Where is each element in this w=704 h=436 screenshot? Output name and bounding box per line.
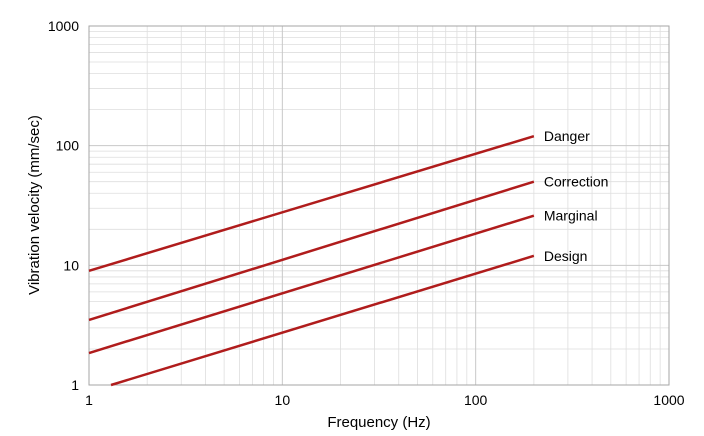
plot-area [88, 25, 670, 386]
series-label: Correction [544, 174, 609, 190]
x-tick-labels: 1 10 100 1000 [85, 392, 685, 408]
x-tick-label: 100 [464, 392, 488, 408]
series-line [110, 254, 535, 387]
minor-gridlines [89, 26, 669, 385]
y-tick-label: 10 [63, 257, 79, 273]
series-line [88, 180, 535, 322]
series-line [88, 134, 535, 273]
series-label: Marginal [544, 208, 598, 224]
series-line [88, 214, 535, 355]
x-tick-label: 10 [275, 392, 291, 408]
series-label: Design [544, 248, 588, 264]
series-labels: Danger Correction Marginal Design [544, 128, 609, 264]
y-tick-label: 1 [71, 377, 79, 393]
y-tick-label: 1000 [48, 18, 79, 34]
series-lines [88, 134, 535, 387]
y-tick-labels: 1 10 100 1000 [48, 18, 79, 393]
x-tick-label: 1 [85, 392, 93, 408]
x-axis-title: Frequency (Hz) [327, 414, 430, 431]
x-tick-label: 1000 [653, 392, 684, 408]
y-axis-title: Vibration velocity (mm/sec) [26, 115, 43, 295]
series-label: Danger [544, 128, 590, 144]
y-tick-label: 100 [56, 138, 80, 154]
